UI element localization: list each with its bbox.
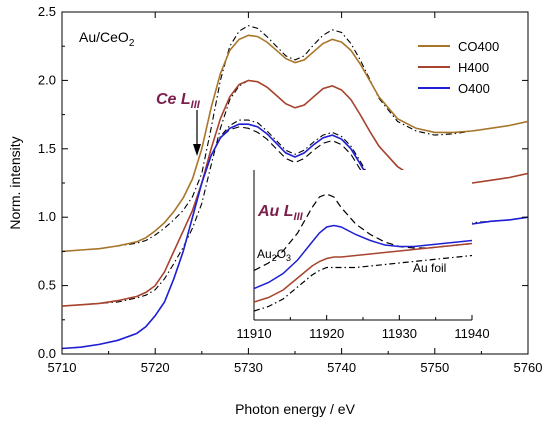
legend-label-h400: H400: [458, 60, 489, 75]
y-axis-ticks: 0.0 0.5 1.0 1.5 2.0 2.5: [38, 4, 528, 361]
sample-label: Au/CeO2: [79, 29, 135, 49]
sample-label-subscript: 2: [129, 38, 135, 49]
legend-label-co400: CO400: [458, 39, 499, 54]
inset-title: Au LIII: [257, 203, 304, 223]
inset-title-main: Au L: [257, 203, 294, 220]
y-tick-label-4: 2.0: [38, 72, 56, 87]
y-tick-label-2: 1.0: [38, 209, 56, 224]
y-axis-label: Norm. intensity: [7, 136, 23, 229]
legend-label-o400: O400: [458, 81, 490, 96]
x-tick-label-2: 5730: [234, 360, 263, 375]
ce-edge-annotation: Ce LIII: [156, 91, 201, 111]
inset-label-au2o3-part1: Au: [257, 247, 272, 261]
inset-label-au-foil: Au foil: [413, 261, 446, 275]
inset-x-tick-label-1: 11920: [309, 326, 344, 341]
ce-edge-arrow-head: [193, 144, 201, 156]
inset-label-au2o3-sub1: 2: [272, 253, 277, 263]
sample-label-main: Au/CeO: [79, 29, 129, 45]
legend: CO400 H400 O400: [418, 39, 499, 96]
x-tick-label-5: 5760: [514, 360, 543, 375]
reference-line-0: [62, 25, 528, 252]
inset-x-tick-label-0: 11910: [236, 326, 271, 341]
inset-background: [254, 170, 472, 320]
y-tick-label-1: 0.5: [38, 278, 56, 293]
inset-label-au2o3: Au2O3: [257, 247, 291, 263]
y-tick-label-5: 2.5: [38, 4, 56, 19]
inset-x-tick-label-2: 11930: [382, 326, 417, 341]
ce-edge-annotation-subscript: III: [191, 99, 201, 111]
inset-line-o400: [254, 224, 472, 290]
x-tick-label-1: 5720: [141, 360, 170, 375]
inset-x-tick-label-3: 11940: [454, 326, 489, 341]
inset-label-au2o3-part2: O: [277, 247, 286, 261]
x-axis-ticks: 5710 5720 5730 5740 5750 5760: [48, 12, 543, 375]
inset-x-axis-ticks: 11910 11920 11930 11940: [236, 315, 490, 341]
x-tick-label-0: 5710: [48, 360, 77, 375]
ce-edge-annotation-main: Ce L: [156, 91, 191, 108]
inset-line-co400: [254, 242, 472, 303]
y-tick-label-3: 1.5: [38, 141, 56, 156]
x-axis-label: Photon energy / eV: [235, 401, 356, 417]
inset-line-au-foil: [254, 254, 472, 312]
x-tick-label-4: 5750: [420, 360, 449, 375]
inset-title-subscript: III: [294, 211, 304, 223]
inset-series-group: [254, 193, 472, 312]
inset-label-au2o3-sub2: 3: [286, 253, 291, 263]
y-tick-label-0: 0.0: [38, 346, 56, 361]
x-tick-label-3: 5740: [327, 360, 356, 375]
series-line-co400: [62, 34, 528, 253]
